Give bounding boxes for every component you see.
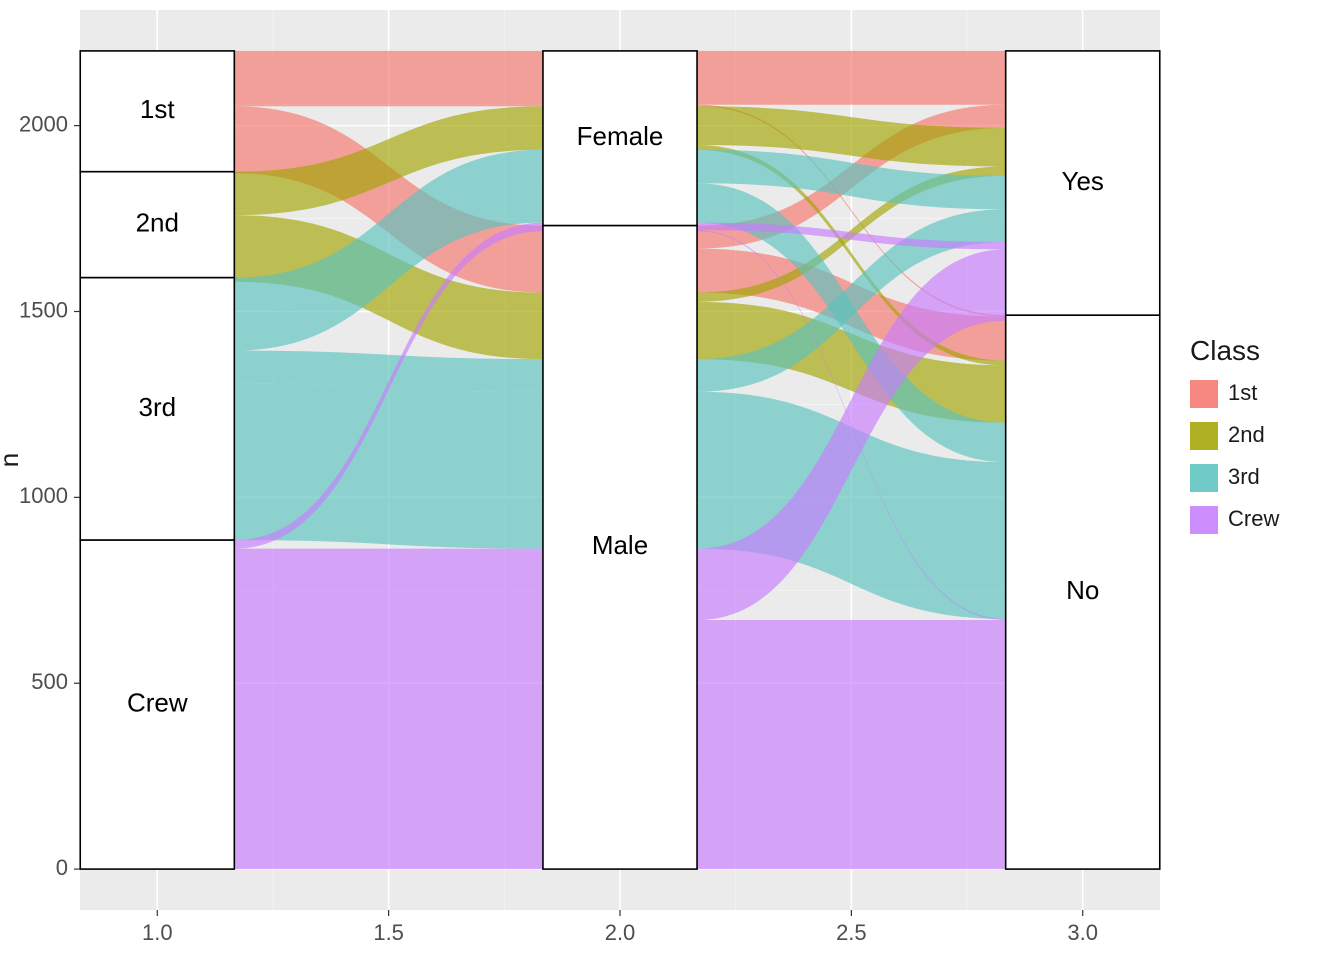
stratum-label: Yes: [1062, 166, 1104, 196]
alluvium: [234, 105, 543, 106]
stratum-label: Female: [577, 121, 664, 151]
stratum-label: Male: [592, 530, 648, 560]
alluvium: [234, 51, 543, 105]
stratum-label: Crew: [127, 687, 188, 717]
y-tick-label: 1000: [19, 483, 68, 508]
stratum-label: 1st: [140, 94, 175, 124]
alluvium: [697, 620, 1006, 869]
x-tick-label: 1.0: [142, 920, 173, 945]
alluvium: [234, 620, 543, 869]
legend-swatch: [1190, 464, 1218, 492]
legend-item: Crew: [1190, 506, 1279, 534]
legend-label: 3rd: [1228, 464, 1260, 489]
alluvium: [234, 549, 543, 620]
legend-swatch: [1190, 506, 1218, 534]
legend-item: 1st: [1190, 380, 1257, 408]
stratum-label: 3rd: [138, 392, 176, 422]
stratum-label: No: [1066, 575, 1099, 605]
legend-item: 3rd: [1190, 464, 1260, 492]
y-tick-label: 1500: [19, 297, 68, 322]
alluvial-chart: 1st 2nd 3rd Crew Female Male Yes No 0 500 1000 1500…: [0, 0, 1344, 960]
x-tick-label: 2.0: [605, 920, 636, 945]
y-tick-label: 500: [31, 669, 68, 694]
legend-label: Crew: [1228, 506, 1279, 531]
x-tick-label: 3.0: [1067, 920, 1098, 945]
legend-label: 1st: [1228, 380, 1257, 405]
x-tick-label: 2.5: [836, 920, 867, 945]
legend-swatch: [1190, 422, 1218, 450]
alluvium: [234, 383, 543, 548]
legend-label: 2nd: [1228, 422, 1265, 447]
legend: Class 1st 2nd 3rd Crew: [1190, 335, 1279, 534]
stratum-label: 2nd: [136, 208, 179, 238]
y-axis-title: n: [0, 453, 24, 467]
legend-swatch: [1190, 380, 1218, 408]
y-tick-label: 2000: [19, 111, 68, 136]
x-tick-label: 1.5: [373, 920, 404, 945]
legend-item: 2nd: [1190, 422, 1265, 450]
y-tick-label: 0: [56, 855, 68, 880]
legend-title: Class: [1190, 335, 1260, 366]
alluvium: [697, 51, 1006, 105]
